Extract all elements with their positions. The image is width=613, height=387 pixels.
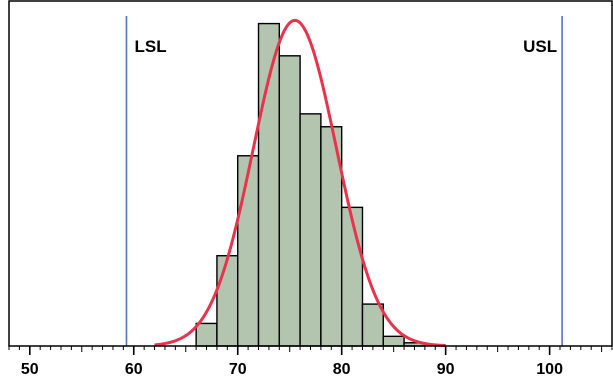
- histogram-bar: [361, 303, 384, 347]
- histogram-bar: [257, 22, 281, 347]
- x-axis-tick-labels: 50 60 70 80 90 100: [21, 361, 563, 378]
- histogram-bar: [216, 255, 239, 347]
- x-tick-label: 70: [229, 361, 247, 378]
- histogram-bar: [299, 113, 322, 347]
- x-tick-label: 100: [536, 361, 563, 378]
- histogram-bars: [195, 22, 426, 347]
- histogram-bar: [340, 206, 364, 347]
- x-axis: [8, 346, 613, 355]
- x-tick-label: 60: [125, 361, 143, 378]
- spec-limits: LSL USL: [125, 16, 563, 346]
- histogram-bar: [195, 322, 218, 347]
- histogram-bar: [382, 335, 405, 347]
- x-tick-label: 80: [333, 361, 351, 378]
- x-tick-label: 90: [437, 361, 455, 378]
- spec-limit-label-lsl: LSL: [134, 37, 166, 56]
- histogram-bar: [237, 155, 260, 347]
- normal-curve: [154, 18, 446, 348]
- spec-limit-label-usl: USL: [523, 37, 557, 56]
- x-tick-label: 50: [21, 361, 39, 378]
- histogram-bar: [278, 55, 301, 347]
